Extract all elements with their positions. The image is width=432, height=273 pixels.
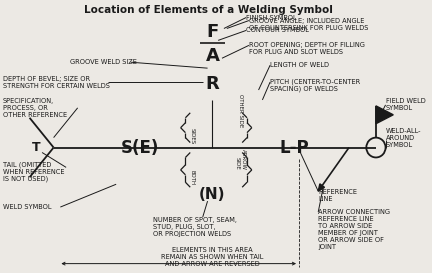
Text: Location of Elements of a Welding Symbol: Location of Elements of a Welding Symbol	[84, 5, 333, 15]
Text: S(E): S(E)	[121, 138, 159, 156]
Text: WELD-ALL-
AROUND
SYMBOL: WELD-ALL- AROUND SYMBOL	[386, 127, 421, 148]
Polygon shape	[376, 106, 393, 124]
Text: PITCH (CENTER-TO-CENTER
SPACING) OF WELDS: PITCH (CENTER-TO-CENTER SPACING) OF WELD…	[270, 78, 360, 92]
Text: SIDES: SIDES	[190, 128, 195, 144]
Text: GROOVE ANGLE; INCLUDED ANGLE
OF COUNTERSINK FOR PLUG WELDS: GROOVE ANGLE; INCLUDED ANGLE OF COUNTERS…	[249, 17, 368, 31]
Text: DEPTH OF BEVEL; SIZE OR
STRENGTH FOR CERTAIN WELDS: DEPTH OF BEVEL; SIZE OR STRENGTH FOR CER…	[3, 76, 109, 88]
Polygon shape	[318, 184, 324, 191]
Text: BOTH: BOTH	[190, 170, 195, 185]
Text: R: R	[206, 75, 219, 93]
Text: TAIL (OMITTED
WHEN REFERENCE
IS NOT USED): TAIL (OMITTED WHEN REFERENCE IS NOT USED…	[3, 161, 64, 182]
Text: F: F	[206, 22, 219, 40]
Text: A: A	[206, 47, 219, 65]
Text: SPECIFICATION,
PROCESS, OR
OTHER REFERENCE: SPECIFICATION, PROCESS, OR OTHER REFEREN…	[3, 98, 67, 118]
Text: OTHER SIDE: OTHER SIDE	[238, 94, 243, 128]
Text: FINISH SYMBOL: FINISH SYMBOL	[246, 14, 297, 20]
Text: GROOVE WELD SIZE: GROOVE WELD SIZE	[70, 59, 137, 65]
Text: L-P: L-P	[280, 138, 309, 156]
Text: ELEMENTS IN THIS AREA
REMAIN AS SHOWN WHEN TAIL
AND ARROW ARE REVERSED: ELEMENTS IN THIS AREA REMAIN AS SHOWN WH…	[161, 247, 264, 267]
Text: REFERENCE
LINE: REFERENCE LINE	[318, 189, 357, 202]
Text: ARROW CONNECTING
REFERENCE LINE
TO ARROW SIDE
MEMBER OF JOINT
OR ARROW SIDE OF
J: ARROW CONNECTING REFERENCE LINE TO ARROW…	[318, 209, 390, 250]
Text: FIELD WELD
SYMBOL: FIELD WELD SYMBOL	[386, 98, 426, 111]
Text: (N): (N)	[199, 187, 226, 202]
Text: LENGTH OF WELD: LENGTH OF WELD	[270, 62, 329, 68]
Text: WELD SYMBOL: WELD SYMBOL	[3, 204, 51, 210]
Text: ARROW
SIDE: ARROW SIDE	[235, 149, 246, 170]
Text: T: T	[32, 141, 41, 154]
Text: NUMBER OF SPOT, SEAM,
STUD, PLUG, SLOT,
OR PROJECTION WELDS: NUMBER OF SPOT, SEAM, STUD, PLUG, SLOT, …	[153, 217, 237, 237]
Text: CONTOUR SYMBOL: CONTOUR SYMBOL	[246, 28, 309, 34]
Text: ROOT OPENING; DEPTH OF FILLING
FOR PLUG AND SLOT WELDS: ROOT OPENING; DEPTH OF FILLING FOR PLUG …	[249, 42, 365, 55]
